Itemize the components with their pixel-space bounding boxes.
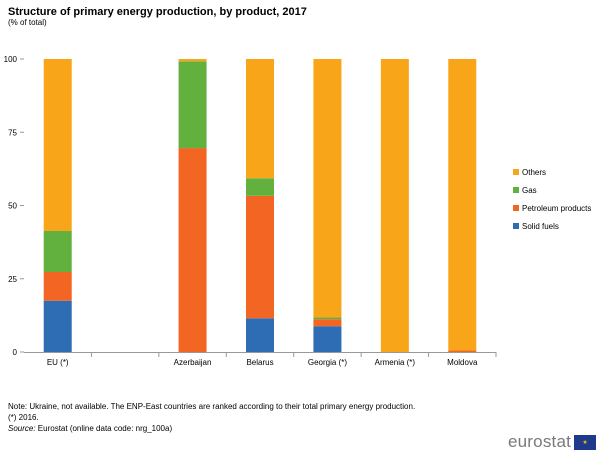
bar-segment: [313, 326, 342, 352]
eurostat-logo: eurostat ★: [508, 432, 597, 452]
bar-segment: [246, 178, 274, 196]
legend-swatch: [513, 187, 519, 193]
x-tick-label: Azerbaijan: [174, 358, 212, 367]
stacked-bar-chart: 0 25 50 75 100 EU (*) Azerbaijan Belarus Georgia…: [4, 55, 497, 367]
bar-segment: [246, 195, 274, 319]
logo-text: eurostat: [508, 432, 572, 451]
legend-swatch: [513, 169, 519, 175]
bar-segment: [246, 59, 274, 179]
bar-segment: [178, 148, 207, 352]
bar-segment: [43, 272, 72, 301]
legend-swatch: [513, 223, 519, 229]
legend-item: Gas: [513, 181, 591, 199]
y-tick-label: 25: [8, 275, 17, 284]
bar-segment: [43, 230, 72, 273]
chart-title: Structure of primary energy production, …: [8, 6, 307, 18]
legend-label: Others: [522, 167, 547, 177]
legend-item: Others: [513, 163, 591, 181]
legend-item: Petroleum products: [513, 199, 591, 217]
source-text: Eurostat (online data code: nrg_100a): [35, 424, 173, 433]
chart-legend: Others Gas Petroleum products Solid fuels: [513, 163, 591, 235]
chart-subtitle: (% of total): [8, 18, 47, 27]
bar-segment: [246, 318, 274, 352]
legend-label: Solid fuels: [522, 221, 559, 231]
x-tick-label: Armenia (*): [375, 358, 416, 367]
source-label: Source:: [8, 424, 36, 433]
x-tick-label: Moldova: [447, 358, 478, 367]
bar-segment: [178, 61, 207, 149]
bar-segment: [313, 319, 342, 327]
bar-segment: [313, 317, 342, 320]
bar-segment: [448, 59, 477, 351]
x-tick-label: Belarus: [246, 358, 273, 367]
footnotes: Note: Ukraine, not available. The ENP-Ea…: [8, 401, 415, 434]
bar-segment: [380, 59, 409, 352]
x-tick-label: Georgia (*): [308, 358, 347, 367]
footnote-source: Source: Eurostat (online data code: nrg_…: [8, 423, 415, 434]
legend-swatch: [513, 205, 519, 211]
y-tick-label: 50: [8, 202, 17, 211]
y-tick-label: 0: [13, 348, 18, 357]
bar-segment: [43, 59, 72, 231]
bar-segment: [313, 59, 342, 318]
bar-segment: [43, 300, 72, 352]
eu-flag-icon: ★: [574, 434, 597, 450]
x-tick-label: EU (*): [47, 358, 69, 367]
footnote-note: Note: Ukraine, not available. The ENP-Ea…: [8, 402, 416, 411]
legend-label: Petroleum products: [522, 203, 592, 213]
legend-label: Gas: [522, 185, 537, 195]
y-tick-label: 75: [8, 128, 17, 137]
legend-item: Solid fuels: [513, 217, 591, 235]
y-tick-label: 100: [4, 55, 18, 64]
bar-segment: [178, 59, 207, 62]
bar-segment: [448, 350, 477, 352]
footnote-star: (*) 2016.: [8, 413, 39, 422]
